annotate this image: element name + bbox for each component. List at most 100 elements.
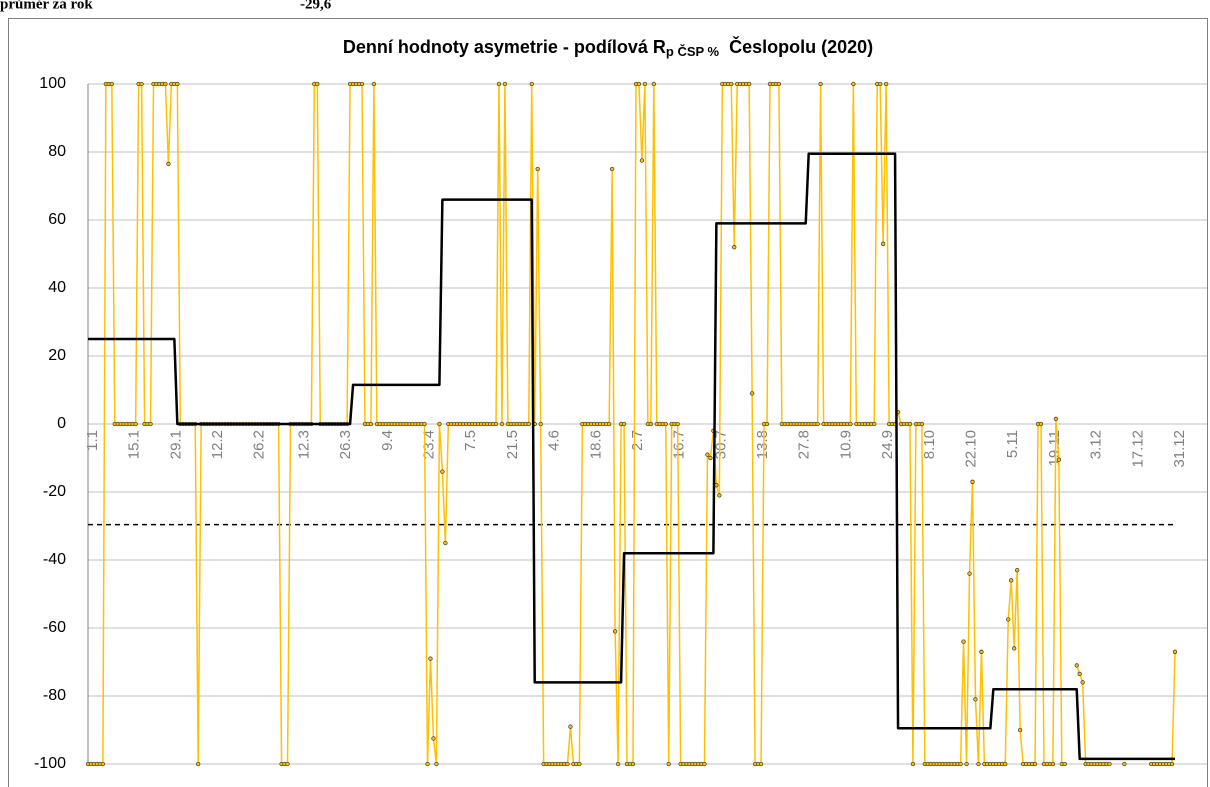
data-point — [133, 421, 138, 427]
x-tick-label: 29.1 — [167, 430, 184, 459]
data-point — [196, 761, 201, 767]
x-tick-label: 16.7 — [671, 430, 688, 459]
data-point — [732, 245, 737, 250]
x-tick-label: 5.11 — [1004, 430, 1021, 458]
x-tick-label: 30.7 — [712, 430, 729, 459]
data-point — [1032, 761, 1038, 767]
data-point — [577, 761, 582, 767]
data-point — [431, 736, 436, 741]
data-point — [565, 761, 570, 767]
data-point — [764, 421, 770, 427]
data-point — [1172, 649, 1178, 654]
data-point — [425, 761, 430, 767]
data-point — [502, 81, 508, 87]
x-tick-label: 27.8 — [796, 430, 813, 459]
data-point — [1003, 761, 1008, 767]
data-point — [496, 81, 502, 87]
chart-frame — [8, 18, 1208, 787]
title-end: Česlopolu (2020) — [729, 36, 873, 57]
data-point — [717, 493, 722, 498]
data-point — [746, 81, 752, 87]
x-tick-label: 3.12 — [1088, 430, 1105, 459]
y-tick-label: -100 — [34, 755, 66, 772]
data-point — [526, 421, 531, 427]
data-point — [666, 761, 671, 767]
data-point — [970, 479, 975, 484]
data-point — [907, 421, 913, 427]
data-point — [437, 421, 442, 427]
data-point — [958, 761, 963, 767]
data-point — [675, 421, 680, 427]
x-tick-label: 4.6 — [546, 430, 563, 451]
data-point — [961, 639, 966, 644]
title-sub: p ČSP % — [666, 44, 720, 59]
mean-caption: průměr za rok — [0, 0, 93, 12]
data-point — [630, 761, 636, 767]
data-point — [175, 81, 180, 87]
y-tick-label: -20 — [43, 483, 66, 500]
data-point — [612, 629, 618, 634]
data-point — [163, 81, 168, 87]
data-point — [1062, 761, 1067, 767]
y-tick-label: 20 — [48, 347, 66, 364]
data-point — [422, 421, 427, 427]
data-point — [651, 81, 656, 87]
data-point — [568, 724, 573, 729]
data-point — [1107, 761, 1112, 767]
mean-value: -29,6 — [300, 0, 332, 12]
title-main: Denní hodnoty asymetrie - podílová R — [343, 37, 666, 57]
x-tick-label: 12.2 — [209, 430, 226, 459]
data-point — [368, 421, 374, 427]
y-tick-label: 0 — [57, 415, 66, 432]
data-point — [648, 421, 654, 427]
x-tick-label: 15.1 — [126, 430, 143, 459]
data-point — [979, 649, 984, 654]
chart-title: Denní hodnoty asymetrie - podílová Rp ČS… — [343, 36, 873, 60]
data-point — [434, 761, 439, 767]
data-point — [166, 161, 171, 167]
data-point — [443, 540, 448, 546]
data-point — [109, 81, 114, 87]
x-tick-label: 7.5 — [462, 430, 479, 451]
x-tick-label: 1.1 — [84, 430, 101, 451]
data-point — [1015, 568, 1020, 573]
data-point — [1017, 727, 1023, 733]
data-point — [148, 421, 153, 427]
data-point — [818, 81, 823, 87]
data-point — [1169, 761, 1175, 767]
data-point — [615, 761, 621, 767]
data-point — [1012, 646, 1017, 651]
x-tick-label: 17.12 — [1129, 430, 1146, 468]
x-tick-label: 24.9 — [879, 430, 896, 459]
data-point — [1050, 761, 1056, 767]
data-point — [639, 158, 645, 163]
data-point — [1077, 671, 1082, 677]
data-point — [499, 421, 505, 427]
data-point — [1056, 457, 1062, 462]
data-point — [973, 697, 978, 702]
y-tick-label: 40 — [48, 279, 66, 296]
data-point — [702, 761, 707, 767]
y-tick-label: 100 — [39, 75, 66, 92]
data-point — [371, 81, 377, 87]
data-point — [315, 81, 320, 87]
data-point — [139, 81, 144, 87]
y-tick-label: 60 — [48, 211, 66, 228]
data-point — [1009, 578, 1014, 583]
data-point — [538, 421, 543, 427]
data-point — [848, 421, 853, 427]
data-point — [609, 166, 615, 172]
data-point — [919, 421, 925, 427]
x-tick-label: 26.3 — [337, 430, 354, 459]
x-tick-label: 22.10 — [963, 430, 980, 468]
data-point — [359, 81, 365, 87]
data-point — [910, 761, 916, 767]
y-tick-label: -80 — [43, 687, 66, 704]
x-tick-label: 31.12 — [1171, 430, 1188, 468]
y-tick-label: -60 — [43, 619, 66, 636]
data-point — [428, 656, 433, 661]
data-point — [529, 81, 534, 87]
x-tick-label: 21.5 — [504, 430, 521, 459]
x-tick-label: 10.9 — [837, 430, 854, 459]
